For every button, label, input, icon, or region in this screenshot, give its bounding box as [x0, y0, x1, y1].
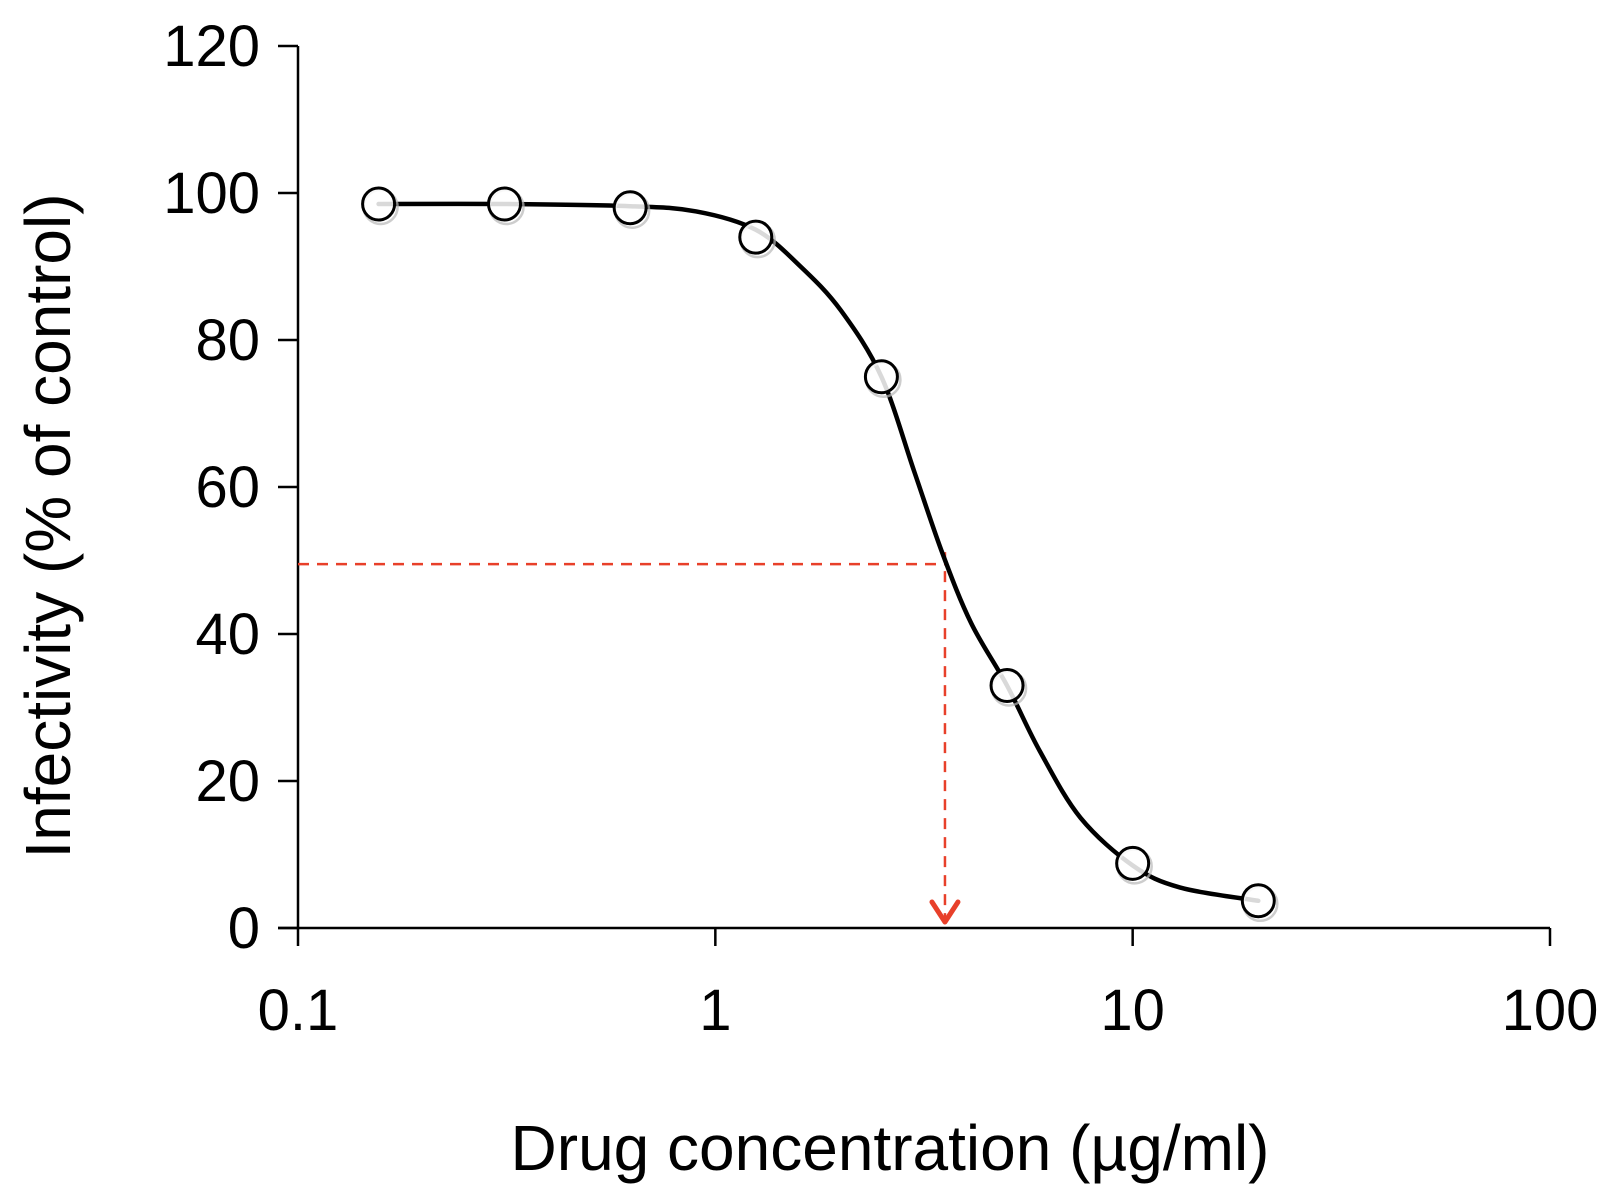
- data-point: [612, 190, 648, 226]
- data-point: [1240, 883, 1276, 919]
- y-tick-label: 120: [163, 14, 260, 79]
- y-tick-label: 0: [228, 896, 260, 961]
- data-point: [989, 667, 1025, 703]
- axes-layer: [278, 44, 1552, 946]
- x-axis-title: Drug concentration (µg/ml): [511, 1112, 1270, 1184]
- data-point: [863, 359, 899, 395]
- data-point: [1115, 845, 1151, 881]
- data-point: [487, 186, 523, 222]
- reference-lines-layer: [298, 552, 961, 925]
- data-point: [738, 219, 774, 255]
- y-tick-label: 40: [195, 602, 260, 667]
- labels-layer: Drug concentration (µg/ml) Infectivity (…: [12, 14, 1598, 1184]
- x-tick-label: 10: [1100, 978, 1165, 1043]
- fit-curve-layer: [376, 201, 1261, 904]
- x-tick-label: 1: [699, 978, 731, 1043]
- y-tick-label: 60: [195, 455, 260, 520]
- y-tick-label: 20: [195, 749, 260, 814]
- ic50-arrowhead: [929, 899, 961, 925]
- data-points-layer: [361, 186, 1279, 923]
- x-tick-label: 0.1: [258, 978, 339, 1043]
- fit-curve: [376, 201, 1261, 904]
- data-point: [361, 186, 397, 222]
- y-tick-label: 80: [195, 308, 260, 373]
- y-tick-label: 100: [163, 161, 260, 226]
- y-axis-title: Infectivity (% of control): [12, 193, 84, 858]
- x-tick-label: 100: [1502, 978, 1599, 1043]
